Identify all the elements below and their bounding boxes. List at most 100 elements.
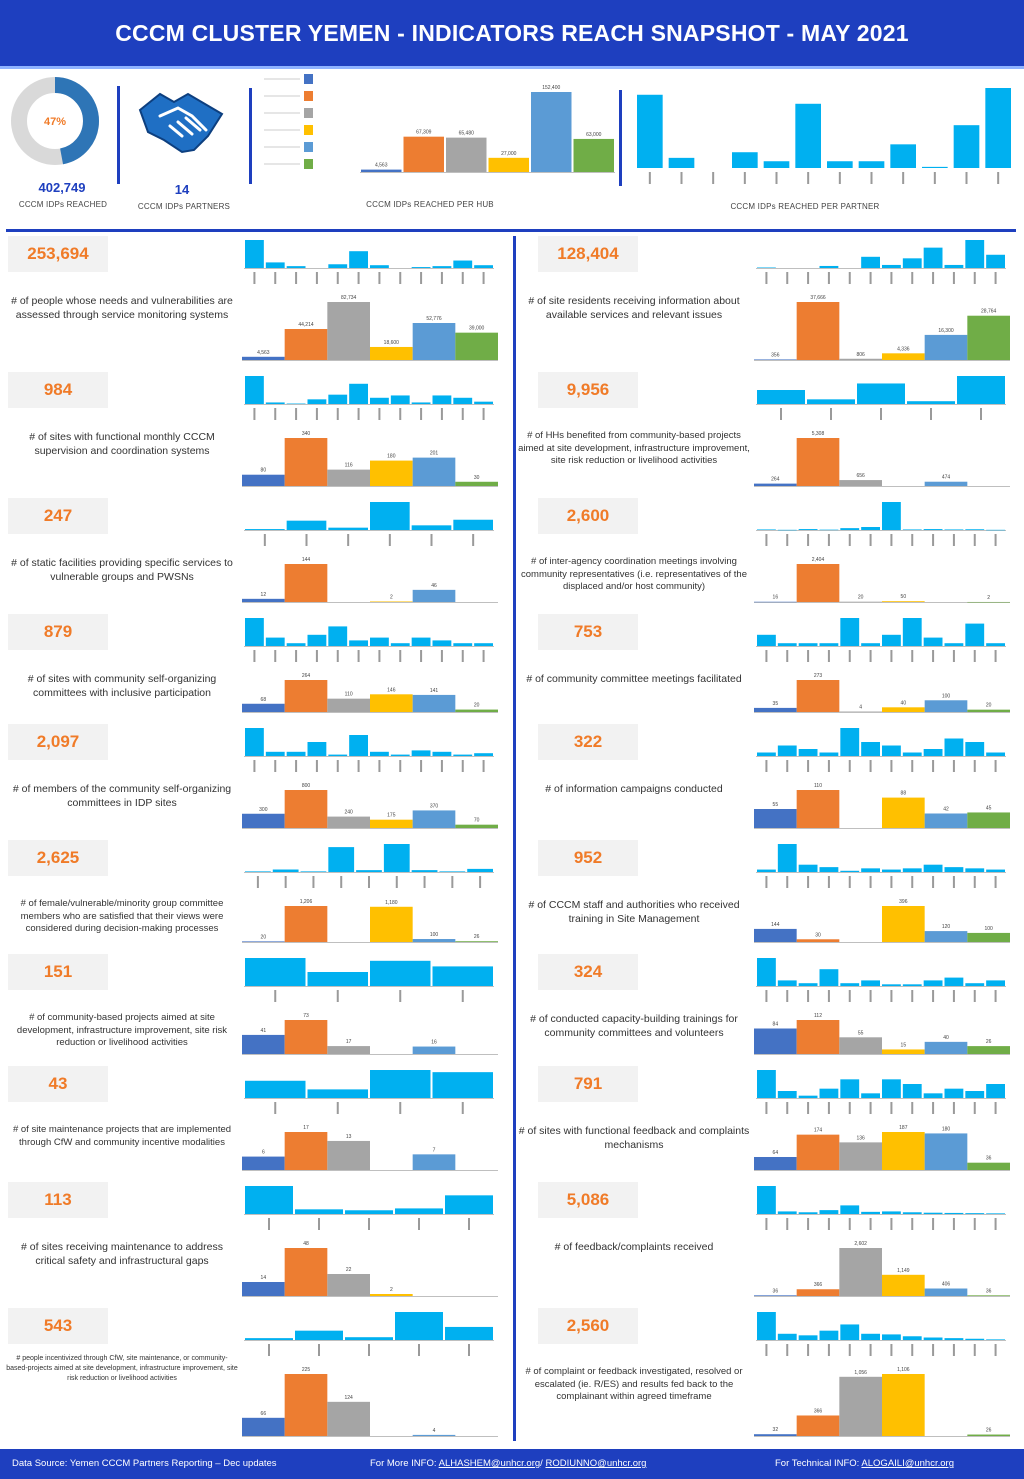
data-label: 175 (387, 813, 396, 819)
indicator-total: 253,694 (8, 236, 108, 272)
email-link-alogaili[interactable]: ALOGAILI@unhcr.org (861, 1458, 954, 1469)
bar (986, 1339, 1005, 1340)
bar (432, 1072, 493, 1098)
bar (445, 1326, 493, 1340)
bar (390, 754, 410, 756)
bar (455, 332, 498, 360)
tick-label (461, 760, 464, 772)
bar (777, 1091, 797, 1098)
bar (965, 240, 985, 268)
bar (819, 1330, 839, 1340)
bar (965, 1091, 985, 1098)
bar (370, 637, 389, 646)
indicator-total: 2,625 (8, 840, 108, 876)
bar (882, 906, 925, 942)
bar (861, 980, 880, 986)
tick-label (952, 1102, 955, 1114)
bar (902, 529, 922, 530)
tick-label (786, 990, 789, 1002)
bar (798, 749, 818, 756)
bar (777, 643, 797, 646)
handshake-icon (138, 92, 224, 154)
bar (453, 260, 473, 268)
bar (944, 529, 964, 530)
bar (902, 984, 922, 986)
tick-label (253, 272, 256, 284)
legend-swatch (304, 159, 313, 169)
bar (923, 529, 943, 530)
bar (370, 502, 410, 530)
tick-label (994, 272, 997, 284)
tick-label (388, 534, 391, 546)
data-label: 15 (901, 1042, 907, 1048)
bar (345, 1337, 393, 1340)
data-label: 20 (474, 703, 480, 709)
tick-label (933, 172, 936, 184)
data-label: 1,106 (897, 1367, 910, 1373)
indicator-description: # of HHs benefited from community-based … (518, 430, 750, 466)
tick-label (994, 650, 997, 662)
tick-label (305, 534, 308, 546)
data-label: 300 (259, 807, 268, 813)
bar (840, 1324, 860, 1340)
bar (295, 1209, 343, 1214)
hub-bar-chart: 4,563 44,214 82,734 18,600 52,776 39,000 (242, 295, 498, 361)
tick-label (315, 650, 318, 662)
indicator-panel: 43 # of site maintenance projects that ar… (6, 1066, 500, 1178)
tick-label (253, 760, 256, 772)
data-label: 1,206 (300, 899, 313, 905)
data-label: 406 (942, 1282, 951, 1288)
bar (923, 247, 943, 268)
bar (242, 1156, 285, 1170)
bar (295, 1330, 343, 1340)
bar (840, 983, 860, 986)
data-label: 2,404 (812, 557, 825, 563)
data-label: 800 (302, 783, 311, 789)
bar (432, 640, 452, 646)
tick-label (712, 172, 715, 184)
bar (840, 1079, 860, 1098)
email-link-rodiunno[interactable]: RODIUNNO@unhcr.org (545, 1458, 647, 1469)
bar (453, 643, 473, 646)
data-label: 16 (431, 1040, 437, 1046)
tick-label (911, 650, 914, 662)
partner-bar-chart (756, 502, 1006, 546)
bar (328, 394, 348, 404)
bar (757, 390, 805, 404)
bar (349, 640, 368, 646)
tick-label (765, 650, 768, 662)
data-label: 370 (430, 803, 439, 809)
hub-chart-label: CCCM IDPs REACHED PER HUB (366, 200, 494, 209)
bar (923, 980, 943, 986)
tick-label (890, 534, 893, 546)
email-link-alhashem[interactable]: ALHASHEM@unhcr.org (438, 1458, 541, 1469)
bar (965, 529, 985, 530)
indicator-panel: 2,097 # of members of the community self-… (6, 724, 500, 836)
donut-percent-label: 47% (44, 116, 66, 128)
indicator-panel: 984 # of sites with functional monthly CC… (6, 372, 500, 494)
bar (798, 1095, 818, 1098)
partner-bar-chart (244, 1186, 494, 1230)
bar (944, 867, 964, 872)
bar (757, 1070, 776, 1098)
tick-label (420, 272, 423, 284)
bar (796, 438, 840, 486)
tick-label (869, 650, 872, 662)
bar (403, 136, 444, 172)
data-label: 124 (344, 1395, 353, 1401)
hub-bar-chart: 80 340 116 180 201 30 (242, 431, 498, 487)
footer-tech-prefix: For Technical INFO: (775, 1458, 860, 1469)
bar (986, 643, 1005, 646)
tick-label (315, 760, 318, 772)
partner-bar-chart (756, 958, 1006, 1002)
tick-label (932, 272, 935, 284)
tick-label (973, 1344, 976, 1356)
hub-chart: 4,563 67,309 65,480 27,000 152,400 63,000 (360, 85, 615, 173)
tick-label (994, 1344, 997, 1356)
bar (455, 709, 498, 712)
bar (827, 161, 853, 168)
bar (924, 813, 968, 828)
tick-label (994, 876, 997, 888)
indicator-panel: 879 # of sites with community self-organi… (6, 614, 500, 720)
tick-label (786, 760, 789, 772)
